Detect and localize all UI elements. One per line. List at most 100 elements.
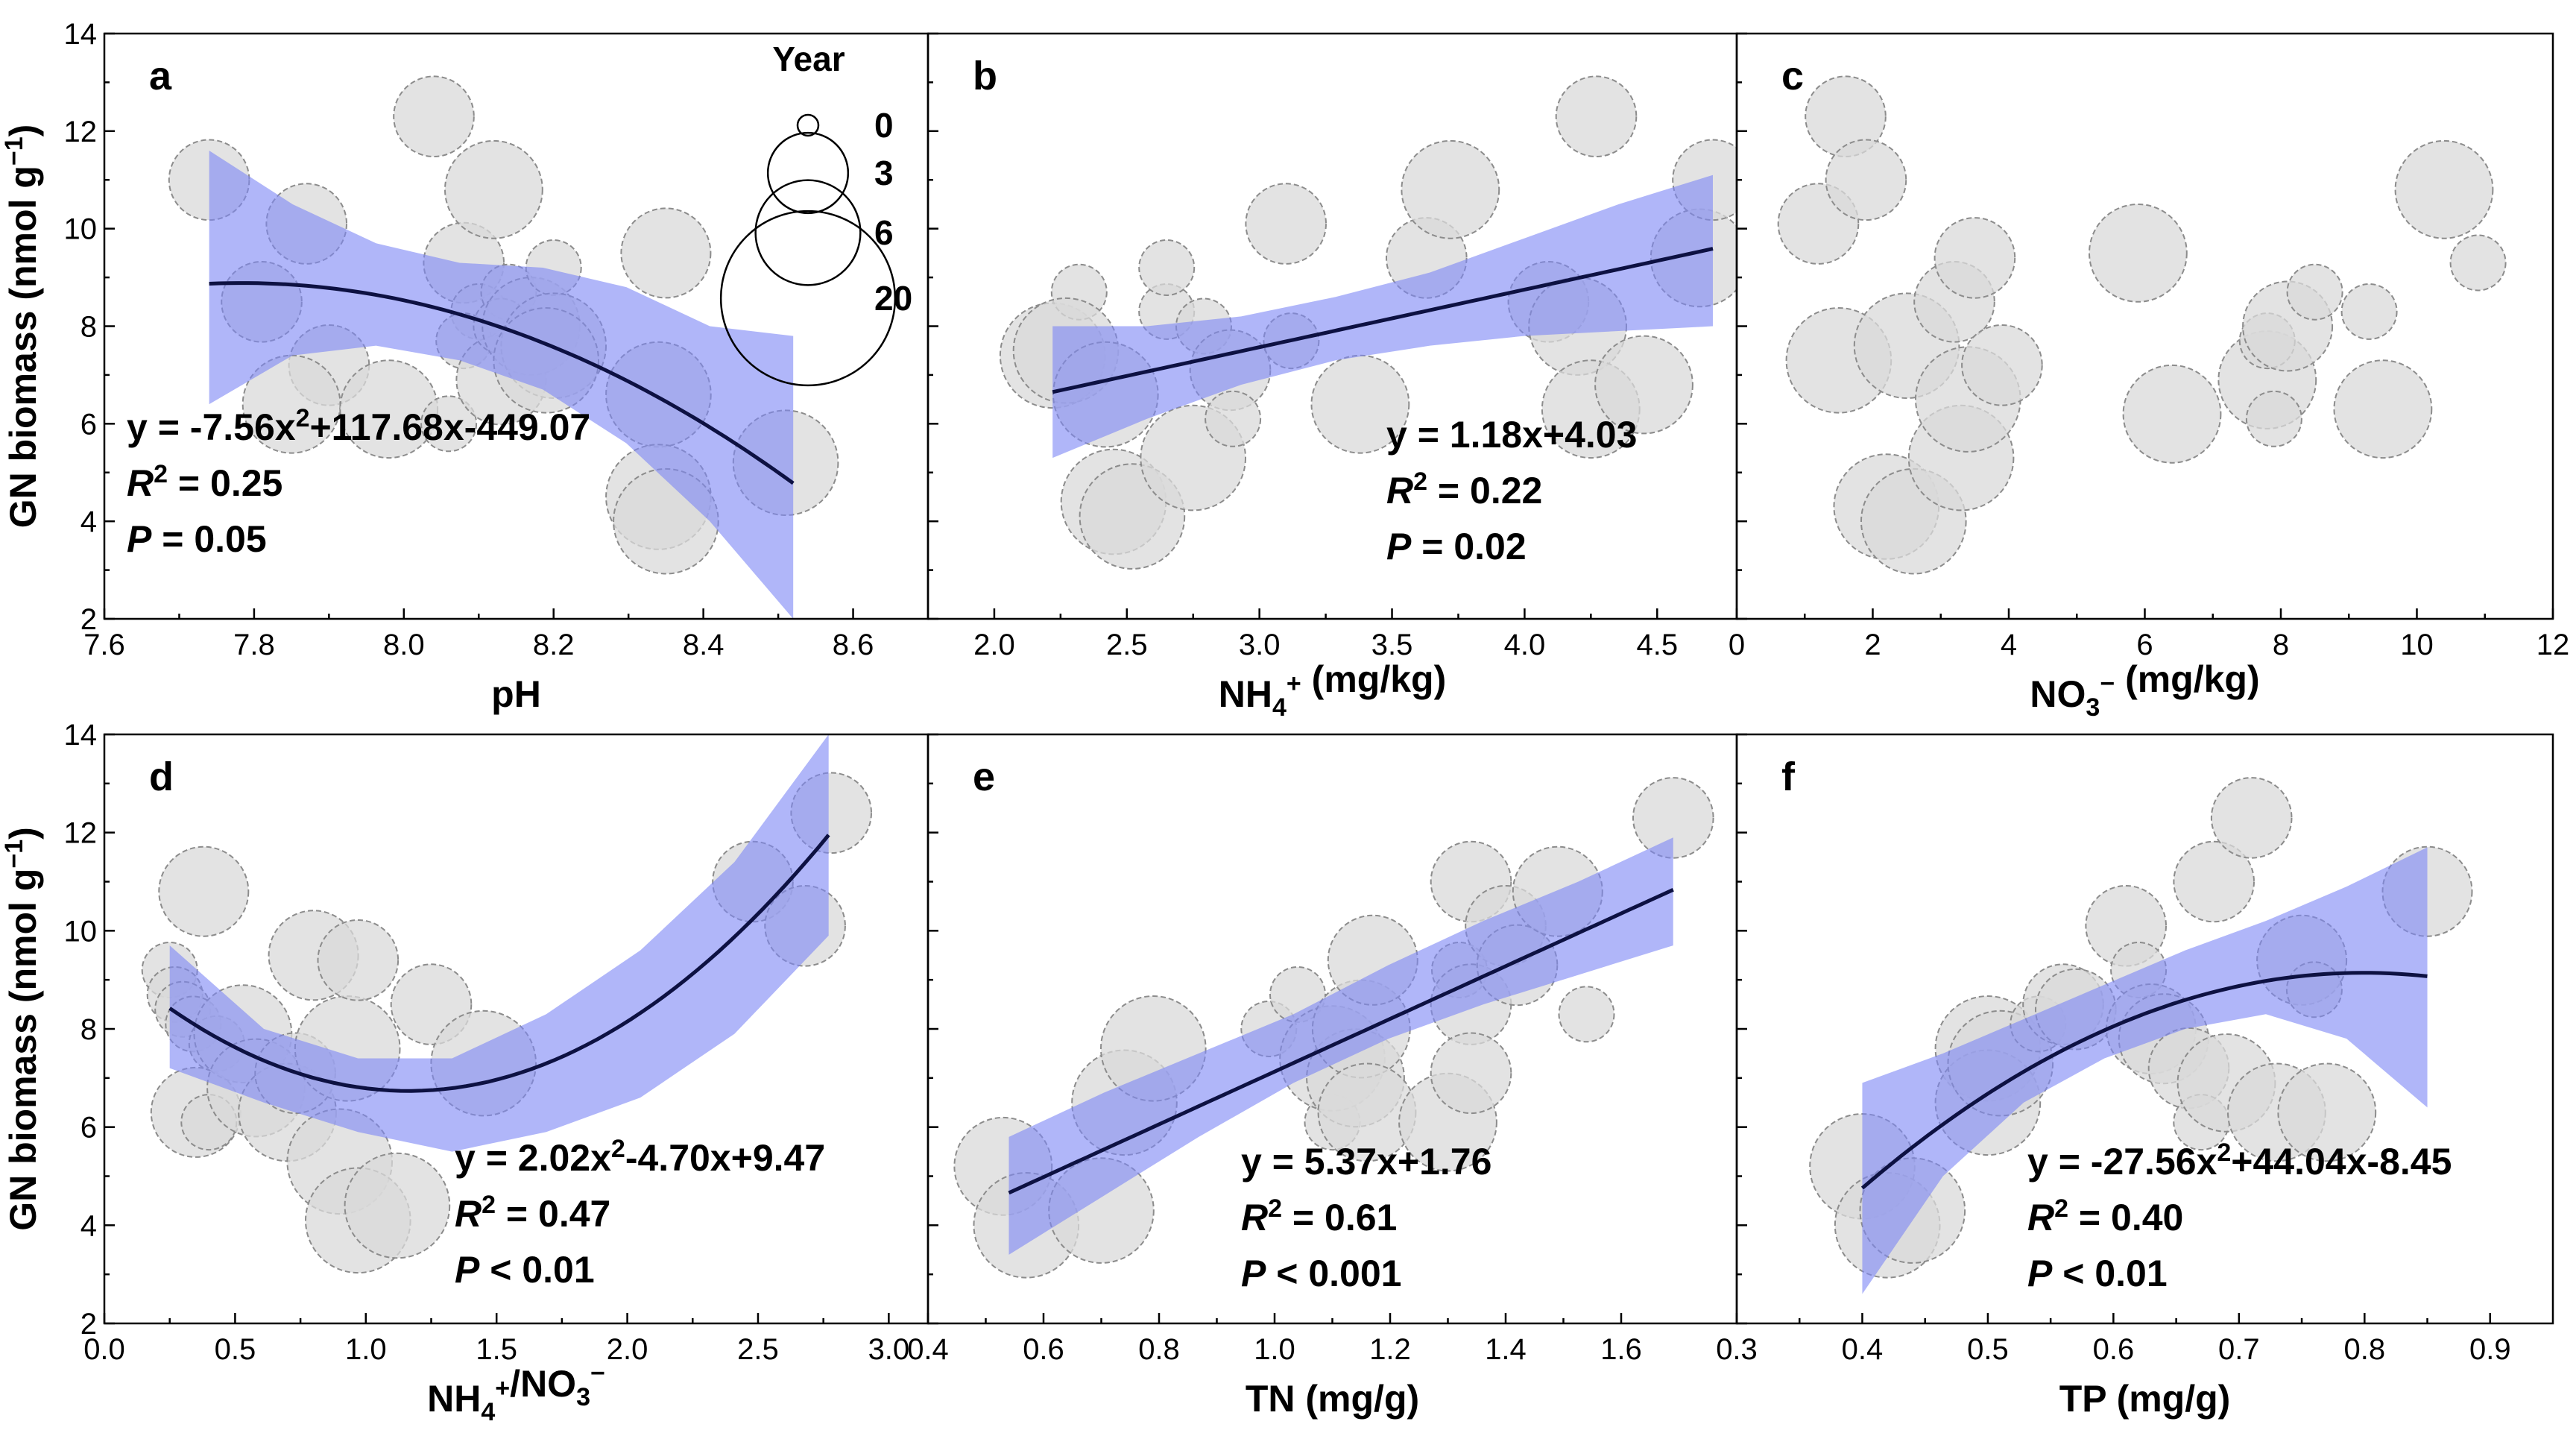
data-point: [2245, 390, 2302, 447]
x-tick-label: 4.5: [1636, 629, 1678, 661]
data-point: [2333, 359, 2433, 459]
fit-equation: y = -7.56x2+117.68x-449.07: [127, 404, 590, 448]
p-rest: < 0.01: [2052, 1253, 2167, 1294]
x-tick-label: 1.0: [345, 1333, 387, 1366]
data-point: [1961, 324, 2043, 406]
x-tick-label: 3.5: [1371, 629, 1413, 661]
y-tick-label: 12: [64, 817, 98, 850]
legend-label: 3: [874, 154, 894, 192]
x-label-text: NH: [1219, 673, 1272, 715]
r2-sup: 2: [2054, 1194, 2068, 1223]
data-point: [2210, 777, 2293, 859]
plot-area: [999, 75, 1737, 570]
legend-bubble: [766, 131, 850, 215]
fit-equation: y = 2.02x2-4.70x+9.47: [455, 1135, 825, 1179]
r2-value: = 0.40: [2068, 1197, 2183, 1238]
x-tick-label: 0.6: [1023, 1333, 1064, 1366]
data-point: [1555, 75, 1638, 157]
x-label-sup: +: [1287, 670, 1301, 698]
x-label-sub: 4: [1272, 693, 1287, 722]
r2-sup: 2: [1268, 1194, 1282, 1223]
x-tick-label: 1.5: [476, 1333, 517, 1366]
r-squared: R2 = 0.61: [1241, 1194, 1397, 1238]
data-point: [158, 845, 250, 937]
eq-sup: 2: [2217, 1139, 2231, 1167]
data-point: [420, 395, 478, 453]
r2-symbol: R: [1241, 1197, 1268, 1238]
p-value: P < 0.001: [1241, 1253, 1401, 1294]
x-label-text: (mg/kg): [2115, 658, 2259, 700]
x-tick-label: 10: [2400, 629, 2434, 661]
x-tick-label: 0.6: [2093, 1333, 2135, 1366]
data-point: [2173, 840, 2255, 923]
r2-value: = 0.47: [496, 1193, 610, 1235]
y-axis-label: GN biomass (nmol g−1): [0, 827, 44, 1231]
x-label-text: NH: [427, 1378, 481, 1420]
panel-f: 0.3 0.4 0.5 0.6 0.7 0.8 0.9 TP (mg/g) f y = -27.5…: [1716, 733, 2554, 1420]
r2-symbol: R: [1386, 470, 1413, 511]
p-rest: < 0.001: [1266, 1253, 1401, 1294]
panel-letter: f: [1781, 755, 1796, 799]
r2-sup: 2: [482, 1191, 496, 1219]
x-label-sub: 3: [576, 1383, 590, 1411]
x-tick-label: 2.0: [607, 1333, 648, 1366]
confidence-band: [1052, 174, 1713, 459]
r-squared: R2 = 0.22: [1386, 467, 1542, 511]
data-point: [317, 919, 400, 1001]
eq-part: y = -27.56x: [2027, 1141, 2217, 1183]
x-tick-label: 7.8: [233, 629, 275, 661]
fit-equation: y = 1.18x+4.03: [1386, 414, 1637, 456]
panel-letter: e: [973, 755, 995, 799]
data-point: [1310, 354, 1410, 454]
x-tick-label: 1.4: [1485, 1333, 1527, 1366]
data-point: [620, 207, 712, 299]
x-axis-label: TN (mg/g): [1246, 1378, 1419, 1420]
x-tick-label: 8.6: [833, 629, 874, 661]
data-point: [1430, 1032, 1512, 1115]
y-tick-label: 10: [64, 213, 98, 246]
y-tick-label: 14: [64, 719, 98, 752]
x-label-text: /: [510, 1363, 520, 1405]
x-axis-label: NH4+/NO3−: [427, 1359, 605, 1426]
x-tick-label: 1.2: [1369, 1333, 1411, 1366]
x-label-text: (mg/kg): [1301, 658, 1446, 700]
r-squared: R2 = 0.40: [2027, 1194, 2183, 1238]
x-tick-label: 1.0: [1254, 1333, 1295, 1366]
panel-d: 0.0 0.5 1.0 1.5 2.0 2.5 3.0 2 4 6 8 10 12 14 GN biomas…: [0, 719, 929, 1426]
x-label-text: TN (mg/g): [1246, 1378, 1419, 1420]
eq-part: +117.68x-449.07: [309, 406, 590, 448]
legend-bubble: [796, 113, 820, 137]
data-point: [444, 139, 543, 239]
y-tick-label: 6: [80, 1112, 97, 1144]
eq-part: -4.70x+9.47: [625, 1137, 825, 1179]
panel-a: 7.6 7.8 8.0 8.2 8.4 8.6 2 4 6 8 10 12 14 GN biomass (…: [0, 18, 929, 715]
x-tick-label: 12: [2536, 629, 2570, 661]
data-point: [1594, 335, 1693, 435]
eq-part: y = 2.02x: [455, 1137, 611, 1179]
x-tick-label: 8.0: [383, 629, 425, 661]
y-tick-label: 6: [80, 408, 97, 441]
x-tick-label: 7.6: [83, 629, 125, 661]
x-label-text: TP (mg/g): [2059, 1378, 2231, 1420]
legend-bubble: [719, 210, 897, 387]
x-tick-label: 4.0: [1504, 629, 1546, 661]
p-symbol: P: [1386, 526, 1412, 567]
y-tick-label: 4: [80, 1209, 97, 1242]
fit-line: [209, 281, 795, 485]
data-point: [2089, 204, 2188, 303]
r2-value: = 0.61: [1282, 1197, 1397, 1238]
data-point: [344, 1152, 451, 1259]
x-label-sup: +: [495, 1374, 510, 1402]
y-label-sup: −1: [0, 136, 28, 166]
eq-sup: 2: [611, 1135, 625, 1163]
x-axis-label: NH4+ (mg/kg): [1219, 658, 1446, 722]
y-tick-label: 2: [80, 603, 97, 636]
x-tick-label: 0.4: [907, 1333, 949, 1366]
x-tick-label: 3.0: [1239, 629, 1281, 661]
x-tick-label: 0.8: [2344, 1333, 2386, 1366]
eq-part: y = -7.56x: [127, 406, 296, 448]
p-symbol: P: [127, 518, 152, 560]
r-squared: R2 = 0.47: [455, 1191, 610, 1235]
p-rest: = 0.02: [1411, 526, 1526, 567]
x-axis-label: pH: [491, 673, 541, 715]
